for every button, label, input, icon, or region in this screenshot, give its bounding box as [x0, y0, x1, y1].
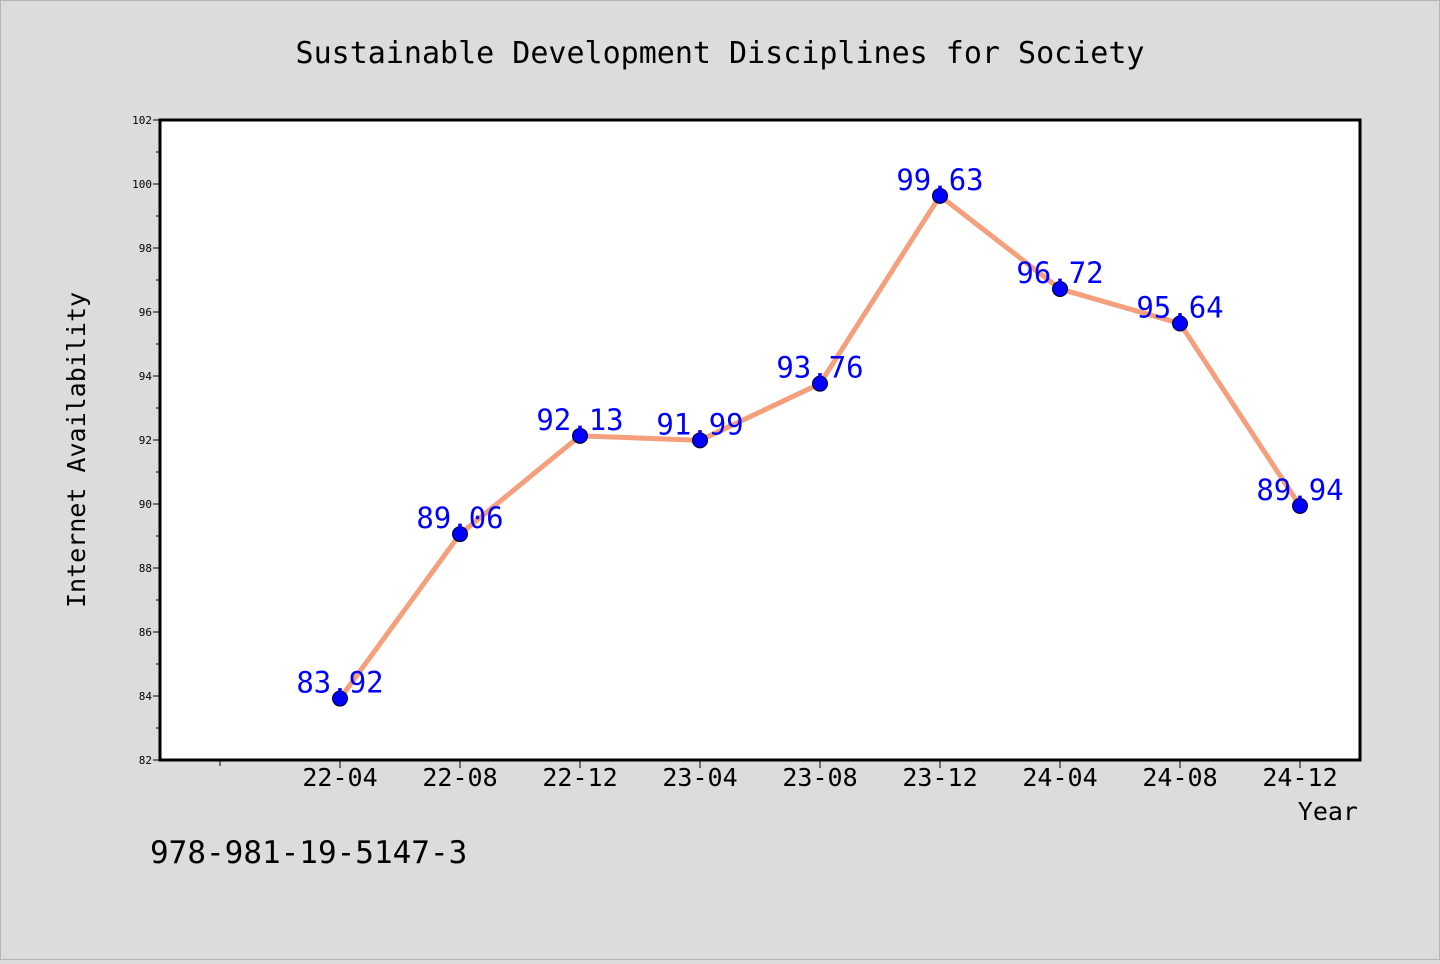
- y-tick-label: 90: [139, 498, 152, 511]
- y-tick-label: 102: [132, 114, 152, 127]
- data-label: 99.63: [896, 163, 983, 197]
- y-tick-label: 92: [139, 434, 152, 447]
- x-tick-label: 23-04: [662, 763, 737, 792]
- x-tick-label: 22-08: [422, 763, 497, 792]
- y-tick-label: 82: [139, 754, 152, 767]
- x-tick-label: 24-04: [1022, 763, 1097, 792]
- x-axis: 22-04 22-08 22-12 23-04 23-08 23-12 24-04 24-08…: [219, 760, 1338, 792]
- plot-area: [158, 118, 1362, 762]
- y-tick-label: 88: [139, 562, 152, 575]
- data-label: 95.64: [1136, 291, 1223, 325]
- data-point: [812, 375, 828, 392]
- x-tick-label: 23-12: [902, 763, 977, 792]
- x-tick-label: 22-04: [302, 763, 377, 792]
- data-label: 83.92: [296, 666, 383, 700]
- x-tick-label: 23-08: [782, 763, 857, 792]
- y-axis: 82 84 86 88 90 92 94 96 98 100 102: [132, 114, 160, 767]
- data-point: [1052, 280, 1068, 297]
- data-label: 93.76: [776, 351, 863, 385]
- data-label-layer: 83.92 89.06 92.13 91.99 93.76 99.63 96.72 95.64…: [296, 163, 1343, 700]
- data-point: [452, 526, 468, 543]
- y-tick-label: 96: [139, 306, 152, 319]
- y-tick-label: 84: [139, 690, 153, 703]
- data-point: [572, 427, 588, 444]
- x-axis-label: Year: [1298, 797, 1358, 826]
- data-point: [1292, 497, 1308, 514]
- data-point: [932, 187, 948, 204]
- y-axis-label: Internet Availability: [62, 292, 91, 608]
- y-tick-label: 86: [139, 626, 152, 639]
- data-label: 91.99: [656, 407, 743, 441]
- x-tick-label: 22-12: [542, 763, 617, 792]
- chart-title: Sustainable Development Disciplines for …: [296, 36, 1145, 71]
- data-label: 96.72: [1016, 256, 1103, 290]
- data-point: [1172, 315, 1188, 332]
- y-tick-label: 94: [139, 370, 153, 383]
- data-label: 89.94: [1256, 473, 1343, 507]
- x-tick-label: 24-08: [1142, 763, 1217, 792]
- y-tick-label: 100: [132, 178, 152, 191]
- isbn-text: 978-981-19-5147-3: [150, 835, 467, 871]
- data-label: 89.06: [416, 501, 503, 535]
- data-label: 92.13: [536, 403, 623, 437]
- data-point: [332, 690, 348, 707]
- x-tick-label: 24-12: [1262, 763, 1337, 792]
- series-layer: [332, 187, 1308, 707]
- data-point: [692, 432, 708, 449]
- y-tick-label: 98: [139, 242, 152, 255]
